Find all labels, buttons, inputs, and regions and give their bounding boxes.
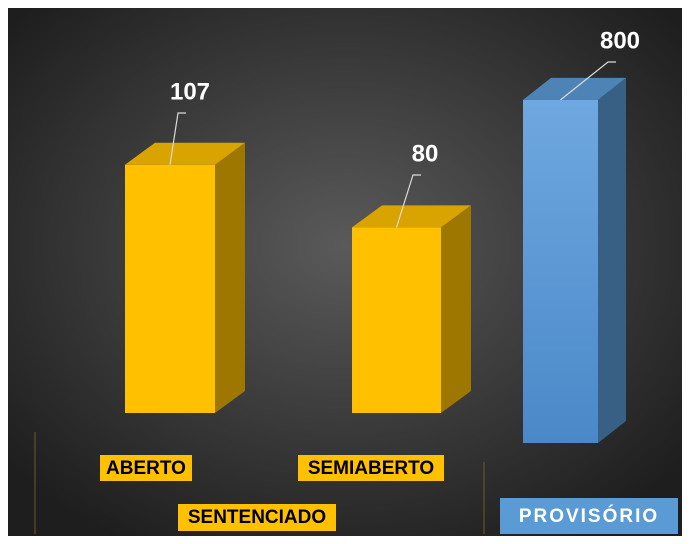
category-label: ABERTO [106,458,186,479]
bar-side [441,205,471,413]
leader-line [560,61,616,101]
data-label: 107 [170,78,210,105]
bar [352,227,441,413]
bar [523,99,598,443]
category-label-bg [298,455,444,481]
leader-line [395,174,421,228]
leader-line [169,112,186,165]
category-label-bg [100,455,192,481]
data-label: 80 [412,140,439,167]
bar-top [125,142,245,165]
bar [125,164,215,413]
data-label: 800 [600,27,640,54]
category-label: PROVISÓRIO [519,505,659,527]
category-label: SEMIABERTO [308,458,434,479]
group-label: SENTENCIADO [188,507,326,528]
category-label-bg [500,498,678,534]
bar-side [598,77,626,443]
bar-side [215,142,245,413]
bar-top [352,205,471,228]
group-label-bg [178,504,336,531]
